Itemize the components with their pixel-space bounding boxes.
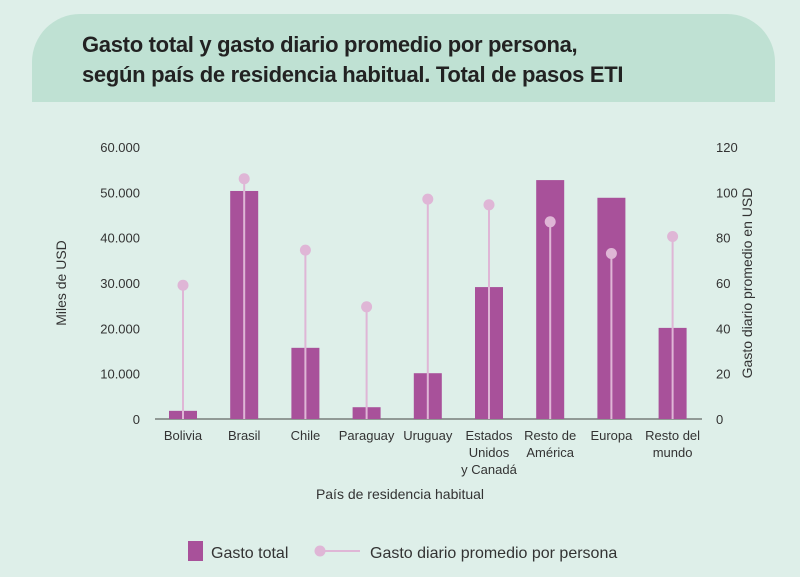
y2-tick-label: 40	[716, 321, 730, 336]
y2-tick-label: 100	[716, 185, 738, 200]
legend-bar-swatch	[188, 541, 203, 561]
y-tick-label: 10.000	[100, 367, 140, 382]
x-tick-label: Estados Unidos y Canadá	[461, 428, 517, 477]
lollipop-point	[177, 279, 189, 291]
y-tick-label: 40.000	[100, 231, 140, 246]
chart-title-line-1: Gasto total y gasto diario promedio por …	[82, 32, 578, 57]
x-tick-label: Paraguay	[339, 428, 395, 443]
lollipop-point	[667, 231, 679, 243]
x-tick-label: Resto de América	[524, 428, 576, 460]
lollipop-point	[483, 199, 495, 211]
y2-tick-label: 20	[716, 367, 730, 382]
lollipop-point	[544, 216, 556, 228]
x-tick-label: Bolivia	[164, 428, 203, 443]
y2-tick-label: 120	[716, 140, 738, 155]
y-tick-label: 50.000	[100, 185, 140, 200]
x-tick-label: Europa	[590, 428, 633, 443]
y2-tick-label: 0	[716, 412, 723, 427]
y-tick-label: 0	[133, 412, 140, 427]
lollipop-point	[422, 193, 434, 205]
y2-tick-label: 60	[716, 276, 730, 291]
x-axis-label: País de residencia habitual	[316, 486, 484, 502]
lollipop-point	[299, 244, 311, 256]
y2-axis-label: Gasto diario promedio en USD	[739, 188, 755, 379]
legend-label-gasto-diario: Gasto diario promedio por persona	[370, 545, 617, 562]
y2-tick-label: 80	[716, 231, 730, 246]
x-tick-label: Resto del mundo	[645, 428, 700, 460]
x-tick-label: Brasil	[228, 428, 261, 443]
x-tick-label: Uruguay	[403, 428, 453, 443]
y-tick-label: 20.000	[100, 321, 140, 336]
chart-title: Gasto total y gasto diario promedio por …	[82, 30, 623, 90]
lollipop-point	[605, 248, 617, 260]
y-axis-label: Miles de USD	[53, 240, 69, 326]
legend-label-gasto-total: Gasto total	[211, 545, 288, 562]
lollipop-point	[238, 173, 250, 185]
x-tick-label: Chile	[291, 428, 321, 443]
chart-title-line-2: según país de residencia habitual. Total…	[82, 62, 624, 87]
y-tick-label: 60.000	[100, 140, 140, 155]
legend-point-swatch	[314, 545, 326, 557]
lollipop-point	[361, 301, 373, 313]
y-tick-label: 30.000	[100, 276, 140, 291]
title-banner	[32, 14, 775, 102]
